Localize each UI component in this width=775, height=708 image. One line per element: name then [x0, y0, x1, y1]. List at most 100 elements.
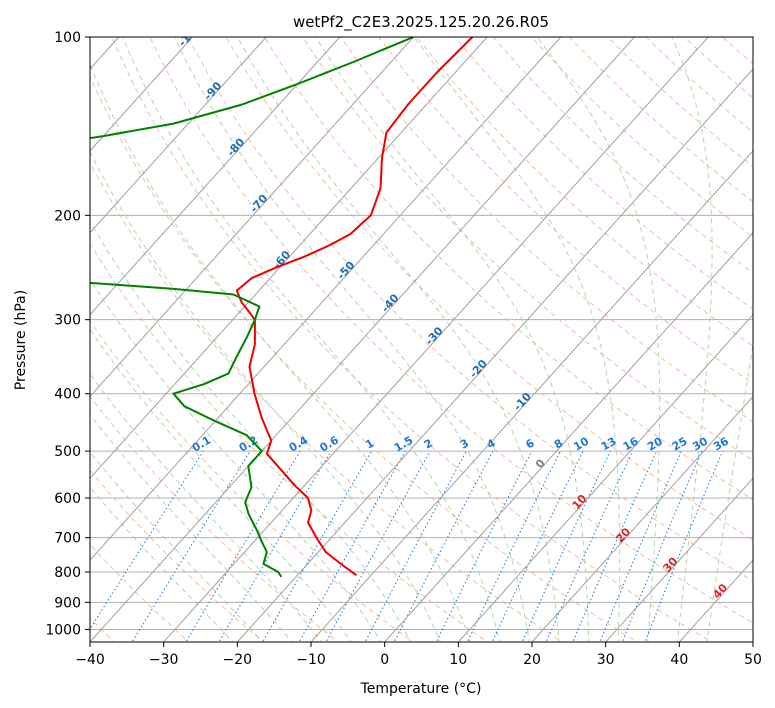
- isotherm-line: [90, 37, 414, 398]
- isotherm-line: [752, 641, 753, 642]
- dry-adiabat: [149, 37, 753, 624]
- isotherm-line: [531, 395, 753, 642]
- moist-adiabat: [536, 37, 661, 642]
- isotherm-label: -80: [224, 135, 247, 159]
- dry-adiabat: [111, 37, 713, 642]
- isotherm-line: [678, 559, 753, 642]
- moist-adiabat: [90, 328, 352, 642]
- temperature-profile: [235, 37, 474, 577]
- dry-adiabat: [378, 37, 753, 385]
- y-axis-label: Pressure (hPa): [13, 290, 29, 390]
- x-tick-label: 10: [449, 652, 467, 668]
- moist-adiabat: [90, 63, 471, 642]
- mixing-ratio-label: 4: [485, 436, 498, 451]
- y-tick-label: 100: [54, 30, 81, 46]
- moist-adiabat: [90, 220, 412, 642]
- x-tick-label: 40: [670, 652, 688, 668]
- mixing-ratio-line: [545, 450, 633, 642]
- dry-adiabat: [90, 395, 340, 642]
- dry-adiabat: [90, 320, 414, 642]
- isotherm-line: [384, 231, 753, 642]
- mixing-ratio-label: 6: [523, 436, 536, 451]
- dry-adiabat: [416, 37, 753, 347]
- mixing-ratio-line: [364, 450, 467, 642]
- isotherm-line: [90, 37, 341, 316]
- isotherm-line: [90, 37, 267, 234]
- mixing-ratio-line: [262, 450, 373, 642]
- isotherms: [90, 37, 753, 642]
- isotherm-line: [310, 150, 753, 642]
- dry-adiabat: [225, 37, 753, 541]
- isotherm-label: 0: [533, 456, 548, 471]
- mixing-ratio-line: [621, 450, 703, 642]
- mixing-ratio-line: [491, 450, 584, 642]
- moist-adiabat: [173, 37, 530, 642]
- mixing-ratio-line: [435, 450, 533, 642]
- dry-adiabat: [90, 75, 638, 642]
- moist-adiabat: [90, 150, 441, 642]
- isotherm-line: [90, 37, 193, 152]
- isotherm-line: [236, 68, 753, 642]
- x-tick-label: 0: [380, 652, 389, 668]
- dry-adiabat: [721, 37, 753, 65]
- plot-frame: [89, 36, 754, 643]
- pressure-grid: [90, 37, 753, 630]
- isotherm-line: [605, 477, 753, 642]
- mixing-ratio-label: 3: [458, 437, 471, 452]
- y-tick-label: 800: [54, 565, 81, 581]
- dry-adiabats: [90, 24, 775, 645]
- moist-adiabat: [237, 37, 560, 642]
- mixing-ratio-line: [393, 450, 494, 642]
- moist-adiabat: [706, 342, 753, 642]
- chart-title: wetPf2_C2E3.2025.125.20.26.R05: [293, 13, 549, 32]
- moist-adiabat: [90, 451, 264, 642]
- isotherm-label: -50: [335, 258, 358, 282]
- isopleth-labels: 0.1 0.2 0.4 0.6 1 1.5 2 3 4 6 8 10 13 16 20 25 30 36-100-…: [176, 20, 731, 601]
- moist-adiabat: [315, 37, 590, 642]
- mixing-ratio-line: [466, 450, 561, 642]
- isotherm-label: -30: [423, 324, 446, 348]
- mixing-ratio-line: [572, 450, 658, 642]
- dry-adiabat: [90, 161, 564, 642]
- y-tick-label: 200: [54, 208, 81, 224]
- y-tick-label: 900: [54, 595, 81, 611]
- x-axis-label: Temperature (°C): [360, 681, 482, 697]
- x-tick-label: 50: [744, 652, 762, 668]
- y-tick-label: 600: [54, 491, 81, 507]
- moist-adiabats: [90, 37, 753, 642]
- isotherm-label: -20: [467, 357, 490, 381]
- moist-adiabat: [671, 37, 713, 642]
- y-tick-label: 500: [54, 444, 81, 460]
- mixing-ratio-label: 2: [422, 437, 435, 452]
- x-tick-label: 30: [597, 652, 615, 668]
- x-tick-label: −30: [149, 652, 179, 668]
- isotherm-line: [457, 313, 753, 642]
- dry-adiabat: [569, 37, 753, 203]
- isotherm-label: -100: [176, 20, 204, 49]
- dry-adiabat: [746, 24, 775, 645]
- isotherm-label: 20: [613, 525, 633, 545]
- y-tick-label: 1000: [45, 622, 81, 638]
- dry-adiabat: [90, 469, 265, 642]
- plot-area: 0.1 0.2 0.4 0.6 1 1.5 2 3 4 6 8 10 13 16 20 25 30 36-100-…: [90, 20, 775, 645]
- x-tick-label: −40: [75, 652, 105, 668]
- isotherm-line: [90, 37, 488, 480]
- dry-adiabat: [187, 37, 753, 582]
- moist-adiabat: [90, 486, 234, 642]
- mixing-ratio-line: [90, 450, 204, 630]
- isotherm-line: [90, 37, 562, 561]
- dry-adiabat: [607, 37, 753, 168]
- y-tick-label: 400: [54, 387, 81, 403]
- moist-adiabat: [413, 37, 621, 642]
- isotherm-label: 10: [570, 492, 590, 512]
- moist-adiabat: [90, 373, 323, 642]
- mixing-ratio-line: [599, 450, 682, 642]
- y-axis-ticks: 100 200 300 400 500 600 700 800 900 1000: [45, 30, 90, 638]
- isotherm-line: [90, 37, 635, 642]
- y-tick-label: 300: [54, 313, 81, 329]
- isotherm-line: [163, 37, 709, 642]
- mixing-ratio-line: [185, 450, 301, 642]
- x-axis-ticks: −40 −30 −20 −10 0 10 20 30 40 50: [75, 642, 762, 668]
- dry-adiabat: [90, 242, 489, 642]
